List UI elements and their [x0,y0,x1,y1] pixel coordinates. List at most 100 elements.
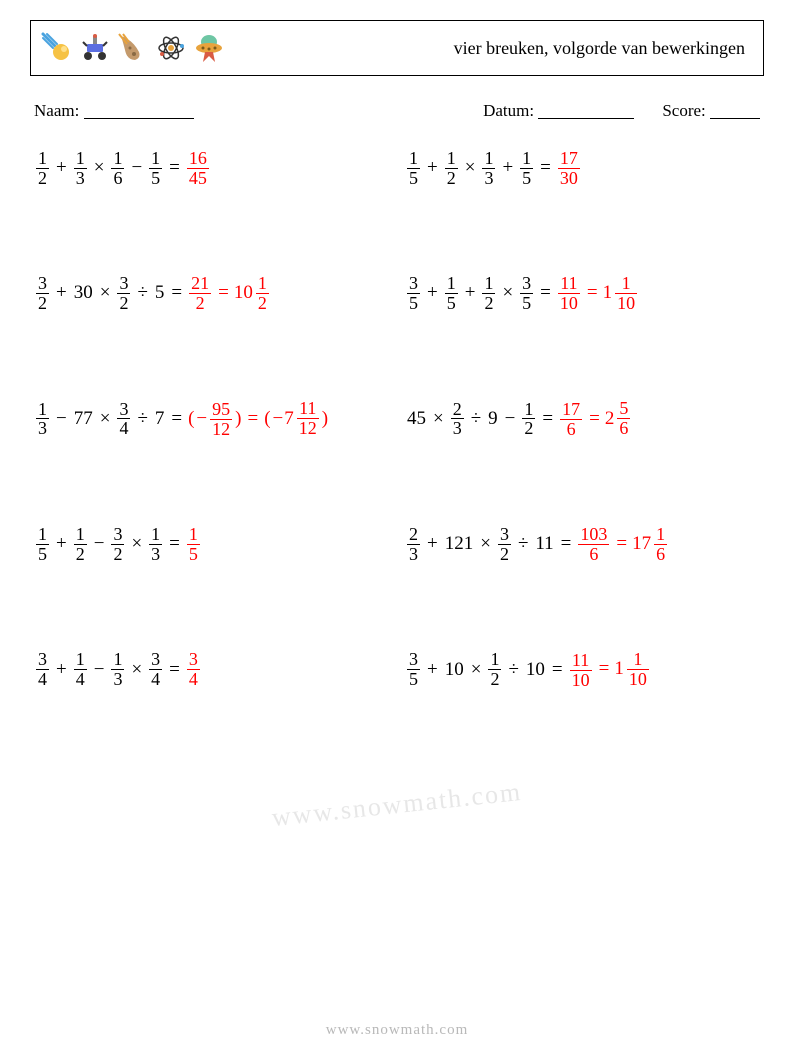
name-blank[interactable] [84,101,194,119]
problem-7: 15+12−32×13=15 [34,525,389,564]
problem-4: 35+15+12×35=1110=1110 [405,274,760,313]
atom-icon [155,32,187,64]
equals: = [169,533,180,555]
whole-number: 9 [488,408,498,430]
operator: × [471,659,482,681]
fraction: 12 [74,525,87,564]
fraction: 1110 [558,274,580,313]
operator: × [100,408,111,430]
operator: − [94,659,105,681]
operator: × [131,533,142,555]
mixed-number: 1012 [234,274,271,313]
score-blank[interactable] [710,101,760,119]
fraction: 13 [74,149,87,188]
operator: = [218,282,229,303]
answer: 1036=1716 [576,525,669,564]
ufo-icon [193,32,225,64]
operator: × [465,157,476,179]
fraction: 34 [149,650,162,689]
header-box: vier breuken, volgorde van bewerkingen [30,20,764,76]
footer-url: www.snowmath.com [0,1022,794,1039]
fraction: 176 [560,400,582,439]
fraction: 1645 [187,149,209,188]
fraction: 13 [111,650,124,689]
whole-number: 77 [74,408,93,430]
fraction: 34 [36,650,49,689]
operator: ÷ [137,408,147,430]
operator: + [56,659,67,681]
fraction: 12 [445,149,458,188]
equals: = [171,408,182,430]
operator: + [56,533,67,555]
fraction: 1110 [570,651,592,690]
operator: − [505,408,516,430]
answer: 212=1012 [187,274,271,313]
answer: 1730 [556,149,582,188]
fraction: 1730 [558,149,580,188]
operator: × [131,659,142,681]
operator: × [94,157,105,179]
parenthesis: ) [235,408,241,429]
operator: − [131,157,142,179]
fraction: 13 [36,400,49,439]
whole-number: 7 [155,408,165,430]
whole-number: 11 [535,533,553,555]
mixed-number: 1110 [614,650,651,689]
operator: = [589,408,600,429]
operator: × [480,533,491,555]
fraction: 16 [654,525,667,564]
answer: 1645 [185,149,211,188]
equals: = [561,533,572,555]
operator: − [56,408,67,430]
equals: = [552,659,563,681]
operator: × [100,282,111,304]
problem-6: 45×23÷9−12=176=256 [405,399,760,438]
problem-8: 23+121×32÷11=1036=1716 [405,525,760,564]
equals: = [171,282,182,304]
fraction: 110 [615,274,637,313]
fraction: 15 [445,274,458,313]
whole-number: 5 [155,282,165,304]
fraction: 1036 [578,525,609,564]
fraction: 34 [187,650,200,689]
fraction: 16 [111,149,124,188]
operator: × [433,408,444,430]
fraction: 15 [407,149,420,188]
date-blank[interactable] [538,101,634,119]
fraction: 1112 [297,399,319,438]
rover-icon [79,32,111,64]
fraction: 15 [149,149,162,188]
fraction: 13 [482,149,495,188]
fraction: 35 [407,650,420,689]
problem-9: 34+14−13×34=34 [34,650,389,689]
fraction: 12 [488,650,501,689]
problem-2: 15+12×13+15=1730 [405,149,760,188]
operator: + [465,282,476,304]
comet-icon [41,32,73,64]
meta-row: Naam: Datum: Score: [30,98,764,121]
fraction: 23 [407,525,420,564]
name-field: Naam: [34,98,194,121]
answer: 176=256 [558,399,632,438]
fraction: 15 [36,525,49,564]
answer: 1110=1110 [568,650,651,689]
operator: ÷ [137,282,147,304]
operator: ÷ [471,408,481,430]
equals: = [169,157,180,179]
operator: ÷ [518,533,528,555]
fraction: 110 [627,650,649,689]
whole-number: 10 [445,659,464,681]
date-label: Datum: [483,101,534,120]
mixed-number: 1110 [603,274,640,313]
whole-number: 121 [445,533,474,555]
whole-number: 45 [407,408,426,430]
operator: + [56,157,67,179]
operator: + [427,533,438,555]
fraction: 13 [149,525,162,564]
operator: + [56,282,67,304]
score-field: Score: [662,98,760,121]
answer: 34 [185,650,202,689]
answer: (−9512)=(−71112) [187,399,329,438]
problem-3: 32+30×32÷5=212=1012 [34,274,389,313]
fraction: 32 [117,274,130,313]
